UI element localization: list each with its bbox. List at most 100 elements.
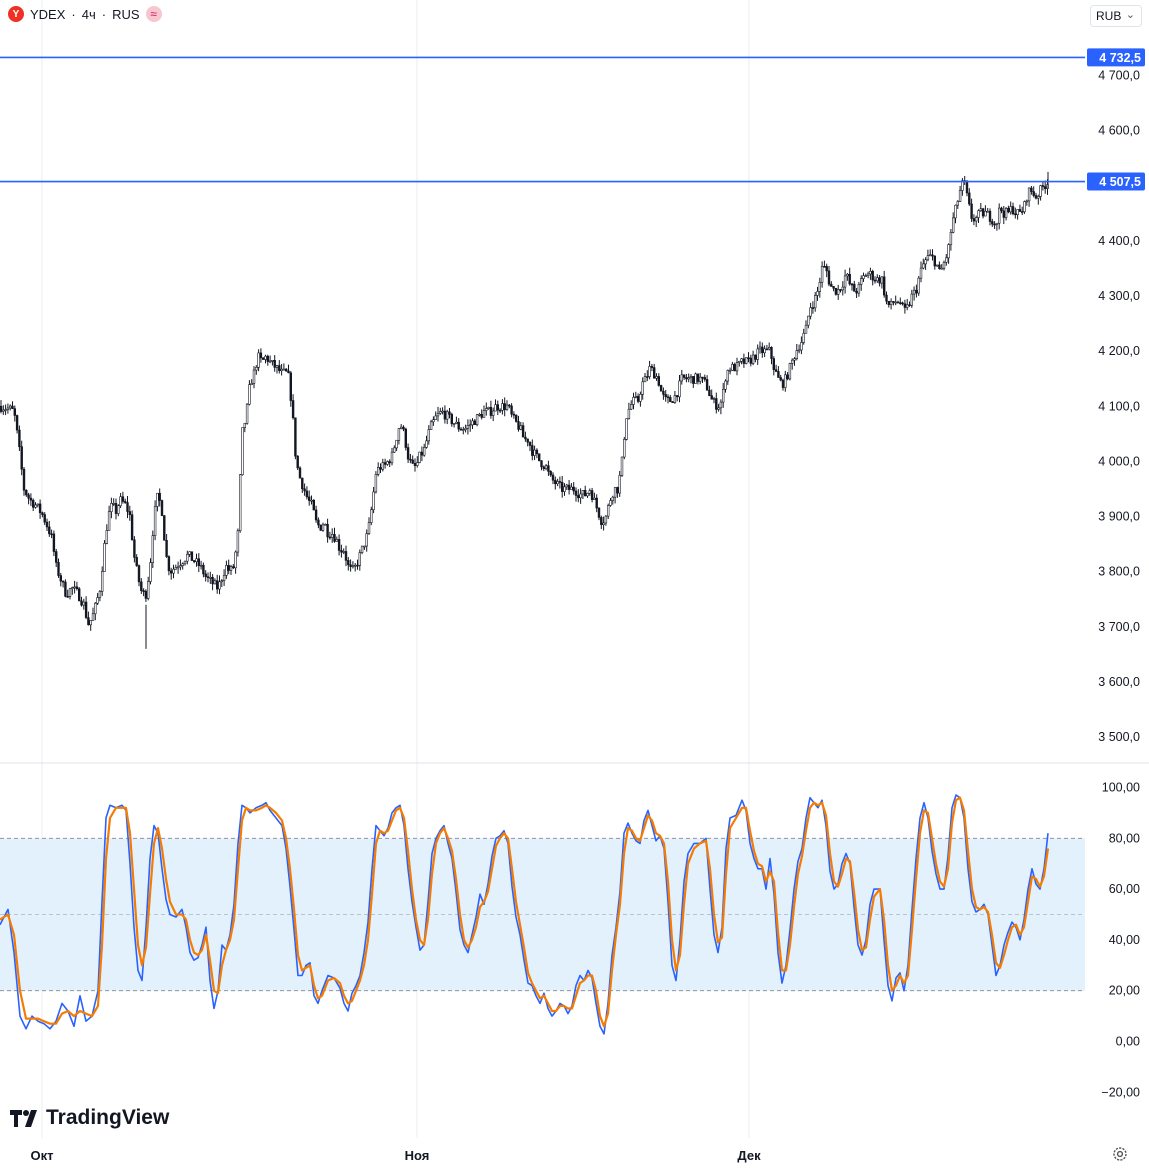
- candle-body: [167, 556, 171, 572]
- candle-body: [997, 207, 1001, 224]
- candle-body: [993, 223, 996, 226]
- candle-body: [712, 398, 716, 400]
- candle-body: [395, 439, 398, 449]
- yandex-logo-icon: Y: [8, 6, 24, 22]
- candle-body: [579, 493, 582, 499]
- candle-body: [521, 425, 525, 438]
- symbol-header[interactable]: Y YDEX · 4ч · RUS ≈: [8, 6, 162, 22]
- stoch-axis-tick-label: 60,00: [1109, 882, 1140, 896]
- candle-body: [646, 376, 649, 378]
- candle-body: [710, 395, 713, 400]
- candle-body: [503, 403, 506, 410]
- price-axis-tick-label: 3 600,0: [1098, 675, 1140, 689]
- candle-body: [434, 415, 437, 421]
- candle-body: [749, 357, 753, 364]
- currency-selector[interactable]: RUB ⌄: [1090, 5, 1142, 27]
- candle-body: [843, 275, 847, 288]
- candle-body: [418, 451, 421, 463]
- candle-body: [347, 560, 350, 566]
- candle-body: [468, 424, 472, 427]
- candle-body: [480, 414, 483, 418]
- candle-body: [59, 575, 63, 582]
- candle-body: [370, 509, 373, 523]
- candle-body: [388, 461, 391, 464]
- candle-body: [225, 565, 228, 576]
- candle-body: [48, 526, 51, 535]
- candle-body: [324, 523, 327, 526]
- candle-body: [977, 210, 980, 218]
- candle-body: [105, 530, 109, 544]
- candle-body: [588, 490, 592, 494]
- candle-body: [678, 380, 681, 398]
- price-line-label: 4 507,5: [1099, 175, 1141, 189]
- candle-body: [931, 254, 934, 257]
- candle-body: [859, 278, 863, 285]
- candle-body: [31, 499, 35, 508]
- candle-body: [1030, 187, 1033, 192]
- candle-body: [887, 300, 891, 305]
- candle-body: [186, 554, 189, 562]
- candle-body: [333, 534, 336, 542]
- price-axis-tick-label: 3 900,0: [1098, 510, 1140, 524]
- candle-body: [1004, 208, 1008, 218]
- candle-body: [78, 588, 81, 602]
- candle-body: [218, 581, 221, 590]
- candle-body: [75, 586, 79, 590]
- candle-body: [216, 580, 219, 590]
- candle-body: [181, 563, 184, 566]
- candle-body: [130, 514, 134, 541]
- candle-body: [974, 217, 978, 222]
- approx-icon: ≈: [145, 6, 162, 22]
- candle-body: [662, 390, 665, 395]
- price-axis-tick-label: 3 500,0: [1098, 730, 1140, 744]
- candle-body: [1020, 211, 1024, 213]
- candle-body: [675, 395, 679, 398]
- candle-body: [816, 291, 819, 296]
- stoch-axis-tick-label: 80,00: [1109, 831, 1140, 845]
- candle-body: [160, 500, 164, 516]
- tradingview-watermark[interactable]: TradingView: [10, 1106, 169, 1130]
- candle-body: [593, 497, 596, 500]
- candle-body: [544, 465, 548, 469]
- candle-body: [595, 497, 598, 509]
- candle-body: [767, 347, 771, 350]
- candle-body: [356, 564, 359, 567]
- candle-body: [429, 421, 433, 430]
- candle-body: [259, 352, 263, 359]
- candle-body: [942, 261, 946, 269]
- candle-body: [846, 273, 849, 277]
- candle-body: [66, 595, 69, 598]
- candle-body: [367, 522, 371, 534]
- settings-gear-icon[interactable]: [1112, 1146, 1128, 1162]
- candle-body: [807, 315, 810, 326]
- candle-body: [924, 259, 927, 265]
- candle-body: [728, 369, 732, 372]
- candle-body: [250, 383, 253, 386]
- candle-body: [135, 557, 138, 566]
- candle-body: [232, 566, 235, 569]
- candle-body: [248, 384, 251, 405]
- candle-body: [800, 342, 803, 351]
- candle-body: [257, 352, 260, 368]
- candle-body: [22, 468, 26, 491]
- candle-body: [234, 551, 237, 569]
- candle-body: [64, 581, 67, 597]
- header-separator: ·: [101, 6, 107, 22]
- candle-body: [958, 190, 962, 202]
- candle-body: [243, 422, 246, 428]
- candle-body: [804, 324, 808, 334]
- candle-body: [133, 539, 136, 558]
- candle-body: [126, 502, 129, 512]
- candle-body: [372, 491, 375, 511]
- candle-body: [604, 515, 608, 524]
- candle-body: [666, 396, 670, 399]
- candle-body: [2, 409, 5, 412]
- candle-body: [583, 490, 587, 497]
- symbol-name: YDEX: [30, 6, 66, 22]
- candle-body: [855, 291, 858, 294]
- candle-body: [809, 307, 812, 317]
- candle-body: [158, 492, 161, 501]
- candle-body: [363, 545, 366, 548]
- candle-body: [869, 270, 872, 275]
